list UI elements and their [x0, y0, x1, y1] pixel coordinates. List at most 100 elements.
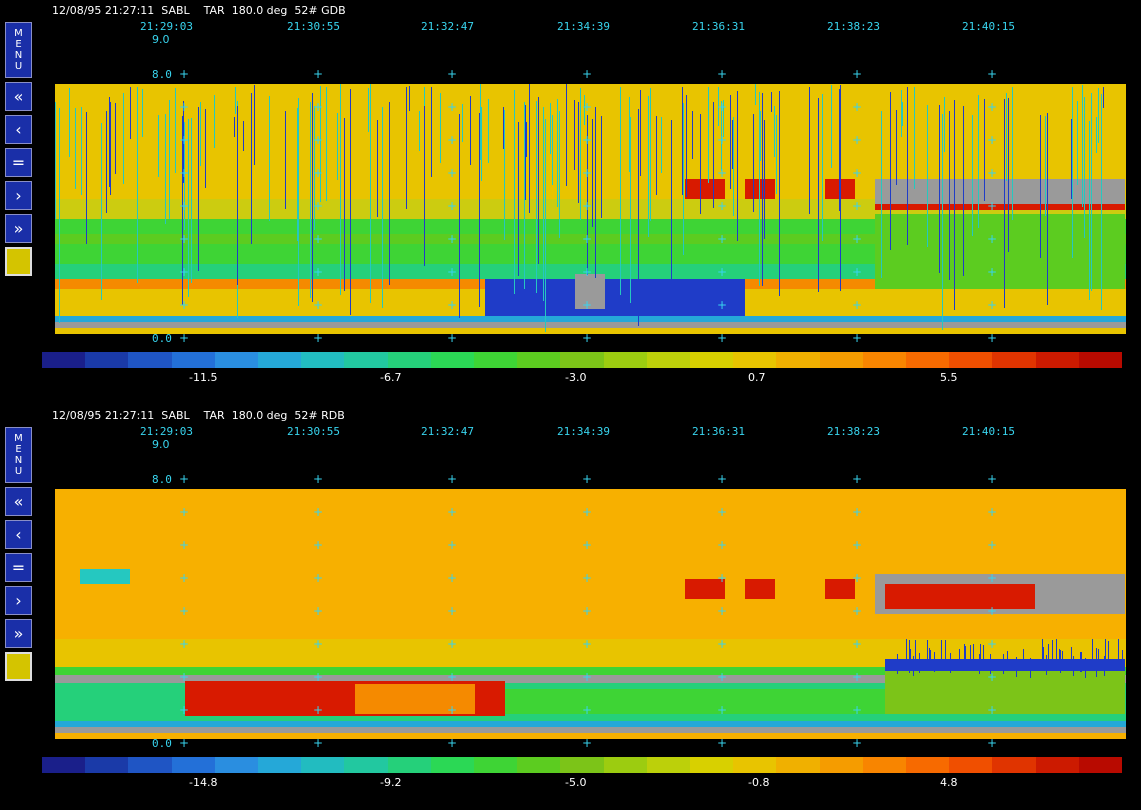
- profile-band: [771, 92, 772, 112]
- profile-band: [355, 684, 475, 714]
- colorbar-segment: [387, 757, 431, 773]
- profile-band: [1077, 101, 1078, 185]
- grid-cross: +: [447, 100, 458, 114]
- profile-band: [661, 117, 662, 173]
- profile-band: [462, 104, 463, 142]
- step-back-button[interactable]: ‹: [5, 115, 32, 144]
- gdb-panel: 12/08/95 21:27:11 SABL TAR 180.0 deg 52#…: [5, 4, 1126, 384]
- time-label: 21:36:31: [692, 20, 745, 33]
- profile-band: [409, 86, 410, 111]
- time-axis: 21:29:03 21:30:55 21:32:47 21:34:39 21:36:31…: [0, 425, 1141, 439]
- grid-cross: +: [582, 505, 593, 519]
- profile-band: [950, 653, 951, 673]
- profile-band: [897, 654, 898, 674]
- menu-button[interactable]: M E N U: [5, 427, 32, 483]
- grid-cross: +: [987, 100, 998, 114]
- profile-band: [907, 87, 908, 245]
- grid-cross: +: [447, 232, 458, 246]
- profile-band: [269, 96, 270, 221]
- profile-band: [984, 99, 985, 201]
- grid-cross: +: [717, 538, 728, 552]
- profile-band: [479, 113, 480, 307]
- colorbar-segment: [517, 352, 561, 368]
- menu-button[interactable]: M E N U: [5, 22, 32, 78]
- grid-cross: +: [987, 331, 998, 345]
- menu-letter: U: [14, 466, 23, 477]
- profile-band: [913, 656, 914, 676]
- profile-band: [914, 87, 915, 189]
- color-swatch[interactable]: [5, 652, 32, 681]
- nav-toolbar: M E N U « ‹ = › »: [5, 427, 34, 681]
- pause-button[interactable]: =: [5, 553, 32, 582]
- profile-band: [721, 101, 722, 171]
- profile-band: [944, 97, 945, 152]
- profile-band: [337, 113, 338, 180]
- profile-band: [370, 84, 371, 303]
- grid-cross: +: [852, 265, 863, 279]
- colorbar-segment: [733, 757, 777, 773]
- profile-band: [919, 653, 920, 673]
- fast-rewind-button[interactable]: «: [5, 487, 32, 516]
- time-label: 21:30:55: [287, 425, 340, 438]
- grid-cross: +: [313, 505, 324, 519]
- profile-band: [890, 92, 891, 250]
- grid-cross: +: [987, 703, 998, 717]
- profile-band: [1072, 87, 1073, 258]
- profile-band: [198, 107, 199, 271]
- profile-band: [1052, 640, 1053, 660]
- color-swatch[interactable]: [5, 247, 32, 276]
- grid-cross: +: [582, 265, 593, 279]
- grid-cross: +: [852, 67, 863, 81]
- profile-band: [927, 105, 928, 247]
- colorbar-segment: [301, 757, 345, 773]
- profile-band: [822, 94, 823, 241]
- step-back-button[interactable]: ‹: [5, 520, 32, 549]
- profile-band: [1105, 651, 1106, 671]
- grid-cross: +: [987, 736, 998, 750]
- rdb-profile-plot[interactable]: [55, 489, 1126, 739]
- profile-band: [158, 115, 159, 177]
- profile-band: [640, 90, 641, 176]
- profile-band: [979, 654, 980, 674]
- profile-band: [142, 89, 143, 137]
- profile-band: [584, 95, 585, 125]
- fast-rewind-button[interactable]: «: [5, 82, 32, 111]
- colorbar: [42, 352, 1123, 368]
- grid-cross: +: [582, 604, 593, 618]
- profile-band: [930, 650, 931, 670]
- profile-band: [885, 584, 1035, 609]
- profile-band: [1059, 649, 1060, 669]
- colorbar-segment: [1035, 352, 1079, 368]
- time-label: 21:38:23: [827, 425, 880, 438]
- profile-band: [552, 115, 553, 185]
- panel-header: 12/08/95 21:27:11 SABL TAR 180.0 deg 52#…: [52, 409, 345, 422]
- profile-band: [648, 96, 649, 120]
- step-forward-button[interactable]: ›: [5, 586, 32, 615]
- colorbar-label: -6.7: [380, 371, 402, 384]
- profile-band: [424, 106, 425, 266]
- profile-band: [559, 111, 560, 238]
- gdb-profile-plot[interactable]: [55, 84, 1126, 334]
- fast-forward-button[interactable]: »: [5, 619, 32, 648]
- profile-band: [350, 109, 351, 315]
- pause-button[interactable]: =: [5, 148, 32, 177]
- profile-band: [543, 120, 544, 250]
- grid-cross: +: [717, 331, 728, 345]
- double-chevron-left-icon: «: [13, 86, 24, 106]
- profile-band: [1045, 116, 1046, 216]
- profile-band: [110, 102, 111, 195]
- grid-cross: +: [717, 505, 728, 519]
- colorbar-segment: [776, 757, 820, 773]
- grid-cross: +: [582, 670, 593, 684]
- grid-cross: +: [852, 505, 863, 519]
- grid-cross: +: [447, 703, 458, 717]
- fast-forward-button[interactable]: »: [5, 214, 32, 243]
- step-forward-button[interactable]: ›: [5, 181, 32, 210]
- grid-cross: +: [313, 100, 324, 114]
- profile-band: [382, 107, 383, 308]
- grid-cross: +: [313, 538, 324, 552]
- profile-band: [875, 214, 1125, 289]
- profile-band: [1096, 657, 1097, 677]
- colorbar-segment: [906, 352, 950, 368]
- grid-cross: +: [987, 199, 998, 213]
